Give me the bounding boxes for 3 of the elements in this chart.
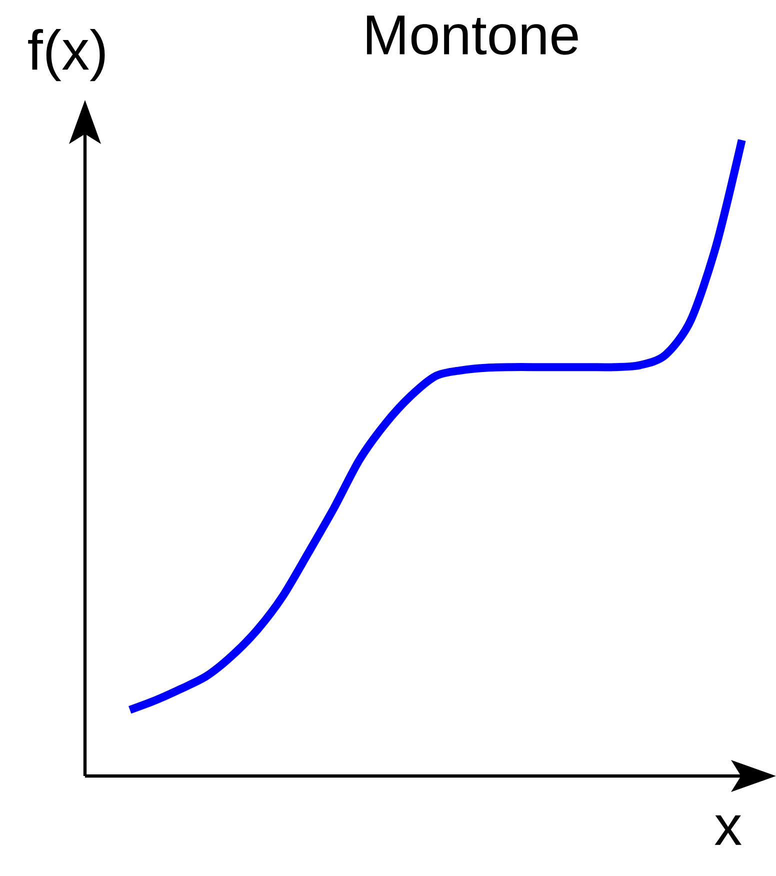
y-axis-title: f(x) (28, 29, 105, 82)
chart-title: Montone (367, 16, 578, 55)
x-axis-title: x (714, 815, 742, 845)
